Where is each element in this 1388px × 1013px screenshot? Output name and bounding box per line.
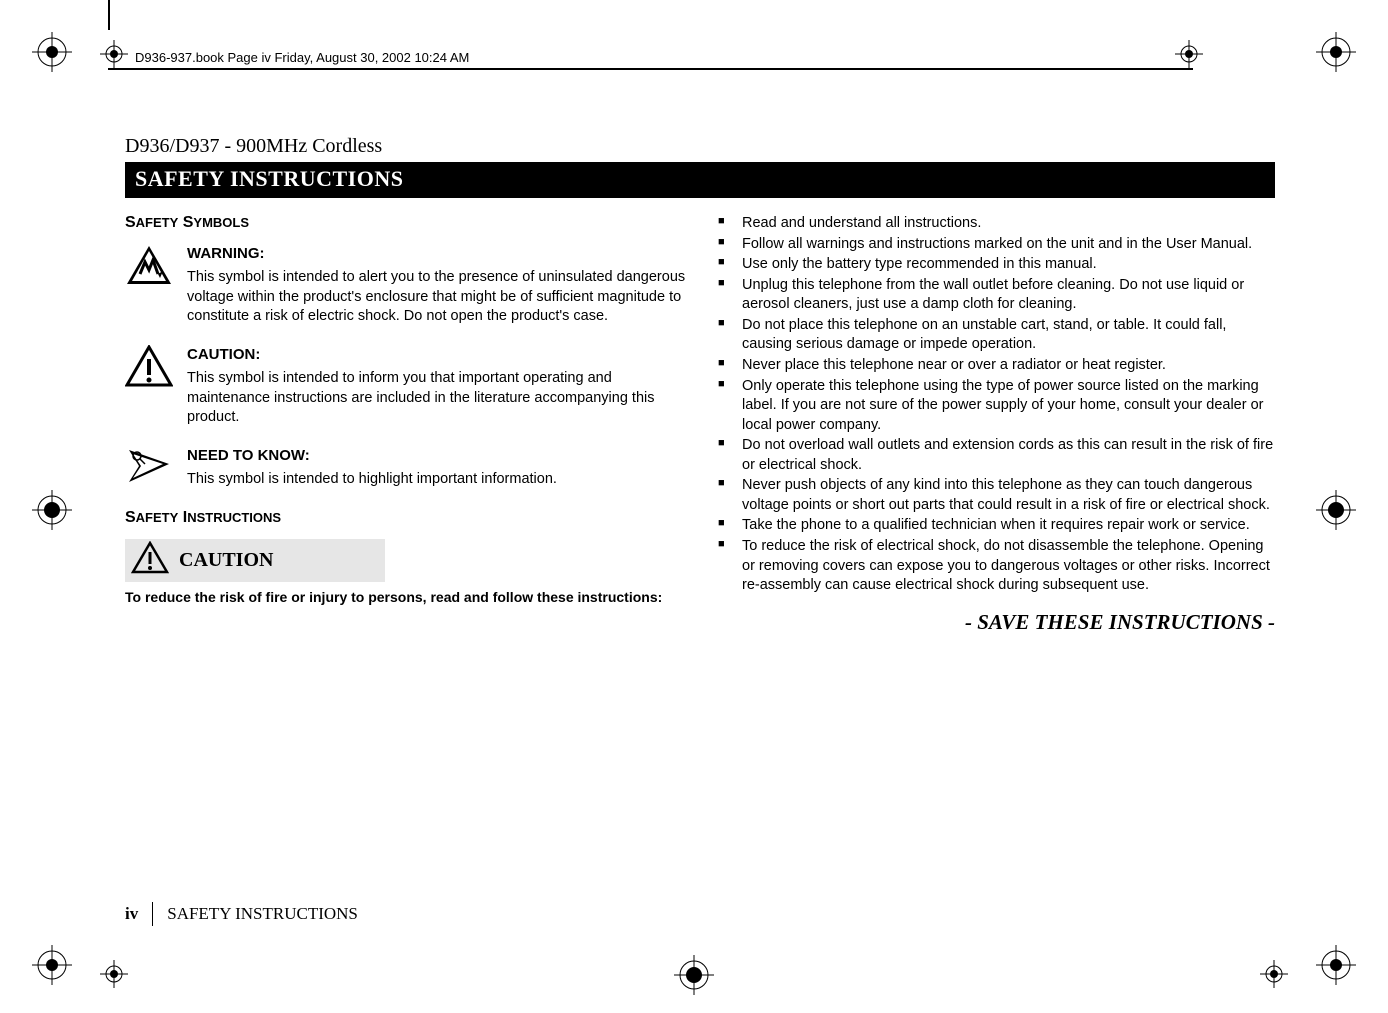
warning-triangle-icon bbox=[125, 244, 173, 327]
print-reg-mark-bottom-right bbox=[1316, 945, 1356, 985]
bullet-item: Unplug this telephone from the wall outl… bbox=[714, 276, 1275, 315]
footer-divider bbox=[152, 902, 153, 926]
warning-text: This symbol is intended to alert you to … bbox=[187, 268, 686, 327]
bullet-item: Follow all warnings and instructions mar… bbox=[714, 235, 1275, 255]
header-meta-line: D936-937.book Page iv Friday, August 30,… bbox=[135, 50, 1275, 65]
need-to-know-icon bbox=[125, 446, 173, 491]
page-footer: iv SAFETY INSTRUCTIONS bbox=[125, 902, 358, 926]
symbol-warning: WARNING: This symbol is intended to aler… bbox=[125, 244, 686, 327]
reduce-risk-paragraph: To reduce the risk of fire or injury to … bbox=[125, 588, 686, 606]
bullet-item: Read and understand all instructions. bbox=[714, 214, 1275, 234]
bullet-item: Take the phone to a qualified technician… bbox=[714, 516, 1275, 536]
left-column: SAFETY SYMBOLS WARNING: This symbol is i… bbox=[125, 214, 686, 635]
caution-box-icon bbox=[131, 541, 169, 580]
instruction-bullet-list: Read and understand all instructions. Fo… bbox=[714, 214, 1275, 596]
print-cross-mark-br bbox=[1260, 960, 1288, 988]
bullet-item: Never push objects of any kind into this… bbox=[714, 476, 1275, 515]
caution-box: CAUTION bbox=[125, 539, 385, 582]
product-title: D936/D937 - 900MHz Cordless bbox=[125, 135, 1275, 158]
page-content: D936-937.book Page iv Friday, August 30,… bbox=[125, 20, 1275, 940]
right-column: Read and understand all instructions. Fo… bbox=[714, 214, 1275, 635]
page-number: iv bbox=[125, 904, 138, 924]
need-text: This symbol is intended to highlight imp… bbox=[187, 470, 686, 490]
save-instructions-line: - SAVE THESE INSTRUCTIONS - bbox=[714, 610, 1275, 635]
caution-label: CAUTION: bbox=[187, 345, 686, 365]
bullet-item: Never place this telephone near or over … bbox=[714, 356, 1275, 376]
print-reg-mark-right bbox=[1316, 490, 1356, 530]
bullet-item: Do not overload wall outlets and extensi… bbox=[714, 436, 1275, 475]
caution-text: This symbol is intended to inform you th… bbox=[187, 369, 686, 428]
print-reg-mark-bottom-left bbox=[32, 945, 72, 985]
symbol-need-to-know: NEED TO KNOW: This symbol is intended to… bbox=[125, 446, 686, 491]
footer-section-name: SAFETY INSTRUCTIONS bbox=[167, 904, 358, 924]
need-label: NEED TO KNOW: bbox=[187, 446, 686, 466]
subhead-safety-instructions: SAFETY INSTRUCTIONS bbox=[125, 509, 686, 527]
print-cross-mark-tl bbox=[100, 40, 128, 68]
print-reg-mark-bottom-center bbox=[674, 955, 714, 995]
bullet-item: Do not place this telephone on an unstab… bbox=[714, 316, 1275, 355]
symbol-caution: CAUTION: This symbol is intended to info… bbox=[125, 345, 686, 428]
bullet-item: Use only the battery type recommended in… bbox=[714, 255, 1275, 275]
print-reg-mark-top-left bbox=[32, 32, 72, 72]
caution-box-label: CAUTION bbox=[179, 549, 273, 572]
print-reg-mark-top-right bbox=[1316, 32, 1356, 72]
print-reg-mark-left bbox=[32, 490, 72, 530]
crop-line bbox=[108, 0, 110, 30]
subhead-safety-symbols: SAFETY SYMBOLS bbox=[125, 214, 686, 232]
bullet-item: To reduce the risk of electrical shock, … bbox=[714, 537, 1275, 596]
caution-triangle-icon bbox=[125, 345, 173, 428]
bullet-item: Only operate this telephone using the ty… bbox=[714, 377, 1275, 436]
warning-label: WARNING: bbox=[187, 244, 686, 264]
section-title-bar: SAFETY INSTRUCTIONS bbox=[125, 162, 1275, 198]
print-cross-mark-bl bbox=[100, 960, 128, 988]
